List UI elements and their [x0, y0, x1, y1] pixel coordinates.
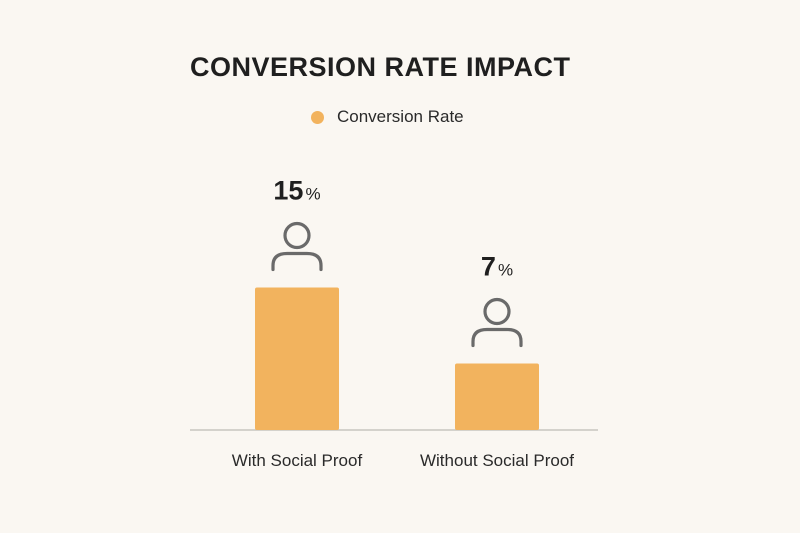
- bar-1: [455, 363, 539, 430]
- legend-swatch: [311, 110, 324, 124]
- value-label-1: 7%: [481, 252, 513, 282]
- bar-0: [255, 287, 339, 430]
- legend-label: Conversion Rate: [337, 107, 464, 126]
- person-icon: [271, 221, 323, 272]
- category-label-1: Without Social Proof: [420, 451, 574, 470]
- category-label-0: With Social Proof: [232, 451, 363, 470]
- person-icon: [471, 297, 523, 348]
- chart-title: CONVERSION RATE IMPACT: [190, 52, 571, 82]
- legend: Conversion Rate: [311, 106, 464, 128]
- value-label-0: 15%: [273, 176, 320, 206]
